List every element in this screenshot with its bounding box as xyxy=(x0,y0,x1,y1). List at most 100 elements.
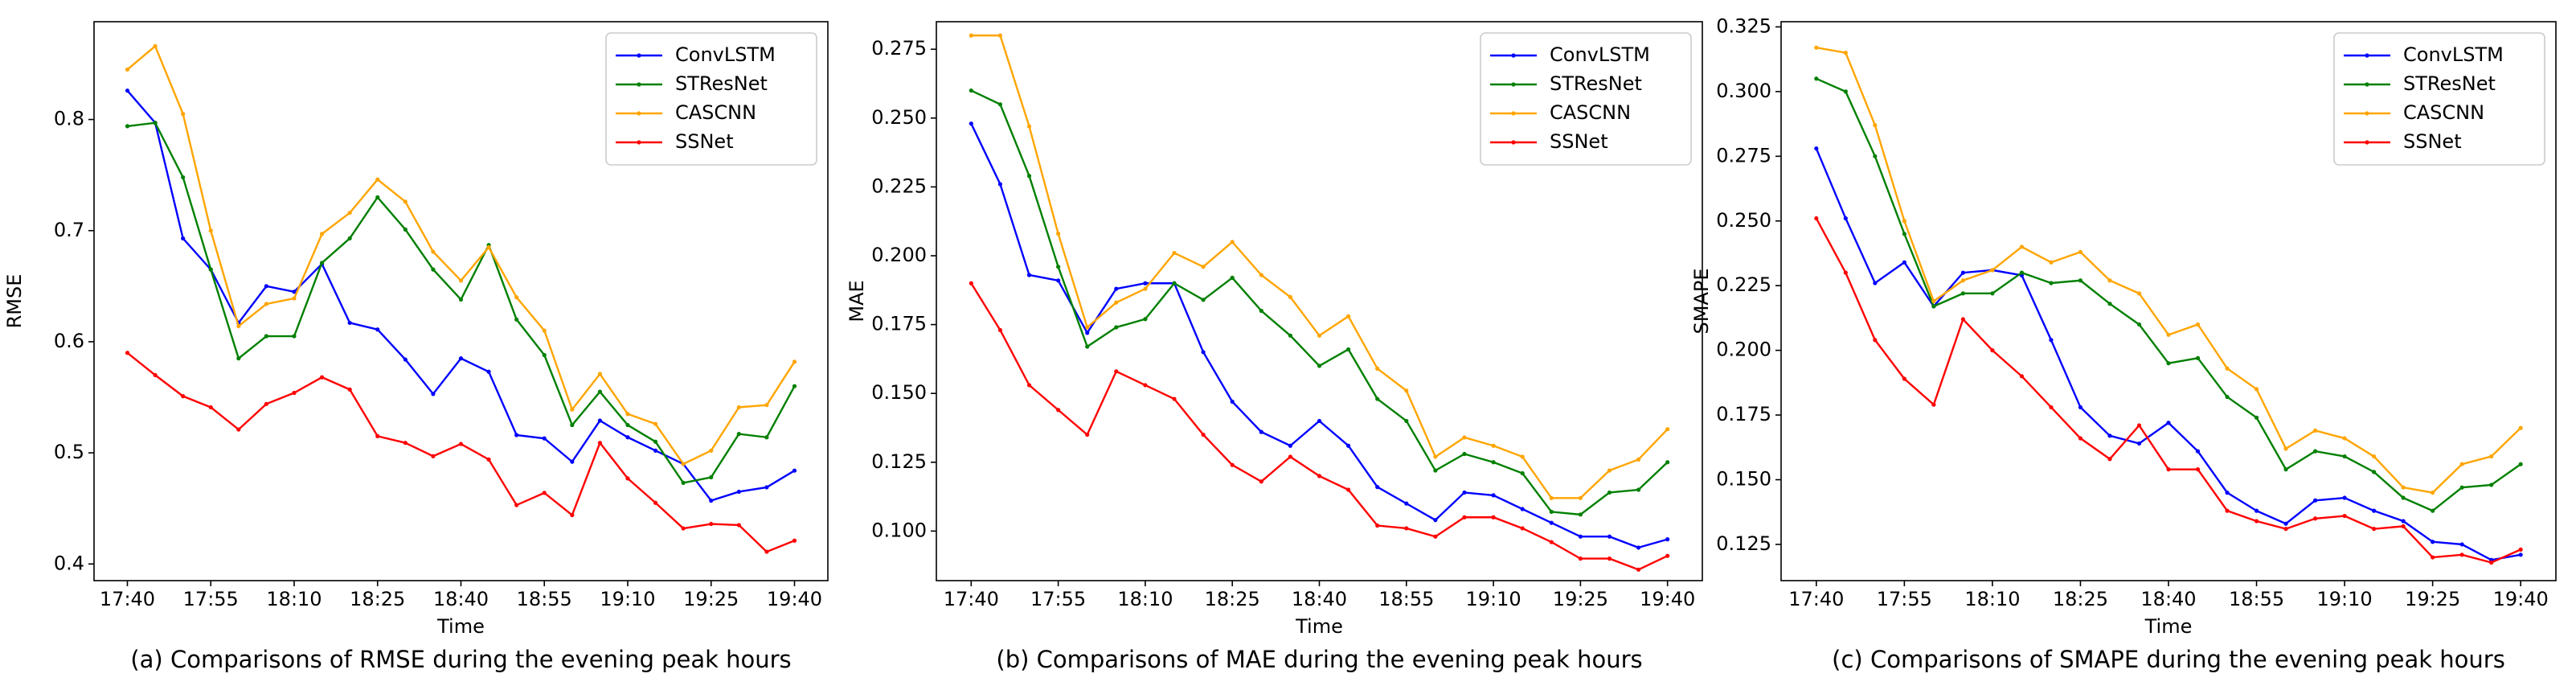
point xyxy=(1665,553,1670,558)
point xyxy=(1873,281,1878,285)
axes-frame xyxy=(93,21,829,581)
legend-marker xyxy=(2365,82,2369,87)
point xyxy=(1026,273,1032,277)
point xyxy=(2107,278,2112,283)
point xyxy=(403,227,407,232)
point xyxy=(486,244,491,250)
point xyxy=(1201,432,1206,437)
point xyxy=(2019,244,2025,249)
point xyxy=(2136,423,2142,428)
legend-box xyxy=(1480,32,1692,166)
point xyxy=(403,441,407,446)
point xyxy=(1578,557,1583,561)
point xyxy=(1665,537,1670,542)
point xyxy=(1085,331,1090,335)
point xyxy=(1462,515,1467,520)
point xyxy=(764,549,769,554)
legend-marker xyxy=(1511,111,1516,116)
point xyxy=(181,112,186,117)
point xyxy=(1462,451,1467,457)
point xyxy=(458,442,464,446)
point xyxy=(653,439,658,444)
point xyxy=(1433,468,1438,473)
point xyxy=(1433,534,1438,539)
point xyxy=(570,422,575,428)
point xyxy=(1345,347,1351,352)
point xyxy=(431,392,436,396)
point xyxy=(1201,350,1206,355)
point xyxy=(736,432,741,437)
point xyxy=(1549,520,1554,525)
y-tick-label: 0.300 xyxy=(1716,80,1771,102)
legend-marker xyxy=(637,82,641,87)
series-line xyxy=(126,351,795,553)
point xyxy=(2254,415,2259,420)
point xyxy=(653,421,658,426)
point xyxy=(709,521,714,527)
point xyxy=(2136,441,2142,446)
point xyxy=(997,102,1003,107)
point xyxy=(1665,460,1670,465)
point xyxy=(2489,483,2494,487)
point xyxy=(625,435,630,440)
point xyxy=(1085,432,1090,437)
point xyxy=(1259,429,1263,434)
point xyxy=(2195,449,2201,454)
point xyxy=(2372,454,2377,459)
axes-frame xyxy=(1780,21,2557,581)
point xyxy=(2431,540,2435,544)
point xyxy=(1143,286,1148,291)
point xyxy=(2518,552,2523,557)
x-tick-label: 18:25 xyxy=(1205,588,1260,610)
point xyxy=(1375,396,1380,401)
point xyxy=(1902,232,1906,236)
point xyxy=(2107,302,2112,306)
point xyxy=(2225,366,2230,371)
point xyxy=(2136,291,2142,296)
y-tick-label: 0.175 xyxy=(1716,403,1771,425)
point xyxy=(792,538,797,543)
y-tick-label: 0.250 xyxy=(871,106,927,129)
point xyxy=(1578,534,1583,539)
point xyxy=(1636,457,1641,462)
x-tick-label: 17:40 xyxy=(1788,588,1844,610)
point xyxy=(1288,443,1293,448)
point xyxy=(2107,457,2112,462)
point xyxy=(1288,333,1293,338)
point xyxy=(514,433,519,437)
point xyxy=(542,491,547,495)
legend-label: STResNet xyxy=(675,72,768,95)
point xyxy=(1491,493,1496,498)
caption: (b) Comparisons of MAE during the evenin… xyxy=(996,646,1642,673)
point xyxy=(1843,216,1848,221)
point xyxy=(153,43,158,48)
caption: (c) Comparisons of SMAPE during the even… xyxy=(1832,646,2505,673)
point xyxy=(764,435,769,440)
y-tick-label: 0.4 xyxy=(54,552,84,574)
point xyxy=(542,352,547,358)
legend-marker xyxy=(1511,140,1516,145)
point xyxy=(431,454,436,458)
point xyxy=(597,441,603,446)
point xyxy=(236,323,241,329)
point xyxy=(458,297,464,302)
point xyxy=(2312,516,2318,521)
point xyxy=(264,284,269,289)
point xyxy=(1259,308,1263,314)
legend-label: CASCNN xyxy=(2403,101,2484,124)
point xyxy=(570,407,575,412)
point xyxy=(625,476,630,481)
point xyxy=(347,236,352,241)
point xyxy=(709,474,714,480)
x-tick-label: 18:10 xyxy=(1117,588,1173,610)
x-axis-label: Time xyxy=(1295,615,1343,638)
point xyxy=(1990,268,1995,273)
x-tick-label: 17:55 xyxy=(1877,588,1932,610)
point xyxy=(458,278,464,283)
point xyxy=(1931,304,1936,309)
point xyxy=(181,236,186,241)
point xyxy=(486,457,491,462)
point xyxy=(264,401,269,406)
point xyxy=(2459,552,2464,557)
point xyxy=(2049,405,2054,410)
